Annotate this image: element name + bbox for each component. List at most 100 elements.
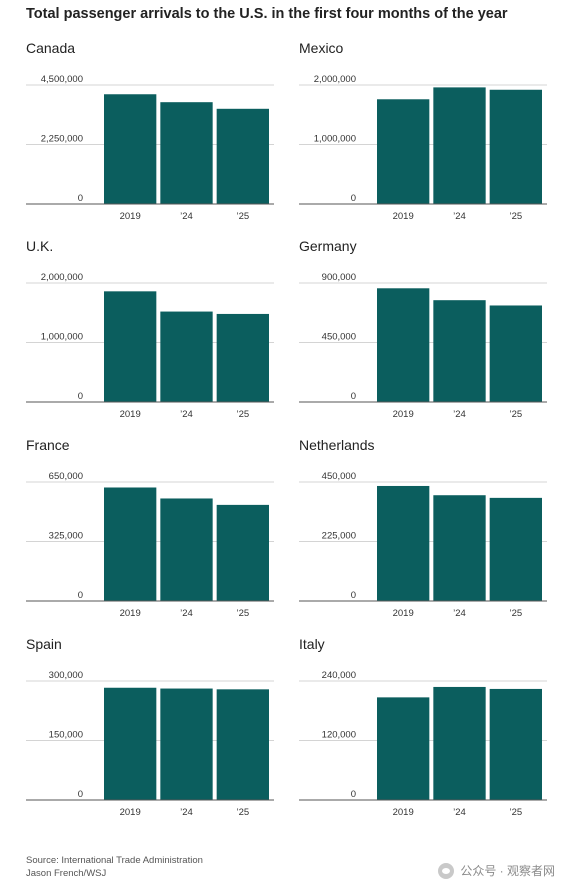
x-tick-label: ’25 — [236, 211, 249, 222]
y-tick-label: 0 — [78, 193, 83, 204]
x-tick-label: ’24 — [453, 807, 466, 818]
y-tick-label: 150,000 — [49, 730, 83, 741]
panel-italy: Italy 0 120,000 240,000 2019 ’24 ’25 — [299, 636, 559, 834]
panel-germany: Germany 0 450,000 900,000 2019 ’24 ’25 — [299, 238, 559, 436]
bar — [489, 305, 542, 402]
y-tick-label: 0 — [78, 789, 83, 800]
y-tick-label: 225,000 — [322, 531, 356, 542]
panel-netherlands: Netherlands 0 225,000 450,000 2019 ’24 ’25 — [299, 437, 559, 635]
y-tick-label: 300,000 — [49, 670, 83, 681]
bar-chart: 0 1,000,000 2,000,000 2019 ’24 ’25 — [299, 74, 547, 222]
bar — [216, 108, 269, 204]
panel-title: Spain — [26, 636, 62, 652]
y-tick-label: 0 — [78, 391, 83, 402]
panel-uk: U.K. 0 1,000,000 2,000,000 2019 ’24 ’25 — [26, 238, 286, 436]
y-tick-label: 240,000 — [322, 670, 356, 681]
bar — [104, 94, 157, 204]
x-tick-label: ’24 — [180, 211, 193, 222]
y-tick-label: 2,000,000 — [314, 74, 356, 85]
bar — [377, 99, 430, 204]
bar — [489, 89, 542, 204]
x-tick-label: 2019 — [120, 807, 141, 818]
x-tick-label: ’24 — [180, 807, 193, 818]
bar — [160, 311, 213, 402]
bar-chart: 0 450,000 900,000 2019 ’24 ’25 — [299, 272, 547, 420]
y-tick-label: 0 — [351, 391, 356, 402]
x-tick-label: ’25 — [509, 409, 522, 420]
wechat-icon — [438, 862, 455, 879]
y-tick-label: 4,500,000 — [41, 74, 83, 85]
bar — [216, 504, 269, 601]
bar — [489, 497, 542, 601]
panel-title: Germany — [299, 238, 357, 254]
bar — [377, 485, 430, 601]
x-tick-label: 2019 — [120, 608, 141, 619]
x-tick-label: ’25 — [236, 807, 249, 818]
y-tick-label: 650,000 — [49, 471, 83, 482]
x-tick-label: ’24 — [180, 608, 193, 619]
x-tick-label: 2019 — [393, 608, 414, 619]
panel-title: U.K. — [26, 238, 54, 254]
x-tick-label: 2019 — [393, 409, 414, 420]
bar — [433, 495, 486, 601]
bar — [377, 288, 430, 402]
bar — [160, 102, 213, 204]
bar — [216, 313, 269, 402]
x-tick-label: 2019 — [393, 211, 414, 222]
y-tick-label: 0 — [351, 193, 356, 204]
watermark: 公众号 · 观察者网 — [438, 862, 555, 879]
x-tick-label: ’25 — [236, 409, 249, 420]
bar — [433, 686, 486, 800]
bar — [433, 87, 486, 204]
x-tick-label: ’24 — [453, 409, 466, 420]
bar — [216, 689, 269, 800]
y-tick-label: 2,000,000 — [41, 272, 83, 283]
panel-canada: Canada 0 2,250,000 4,500,000 2019 ’24 ’25 — [26, 40, 286, 238]
panel-spain: Spain 0 150,000 300,000 2019 ’24 ’25 — [26, 636, 286, 834]
x-tick-label: ’24 — [180, 409, 193, 420]
y-tick-label: 1,000,000 — [314, 134, 356, 145]
y-tick-label: 0 — [351, 789, 356, 800]
y-tick-label: 120,000 — [322, 730, 356, 741]
x-tick-label: 2019 — [120, 211, 141, 222]
y-tick-label: 1,000,000 — [41, 332, 83, 343]
panel-title: Italy — [299, 636, 325, 652]
y-tick-label: 900,000 — [322, 272, 356, 283]
x-tick-label: ’25 — [236, 608, 249, 619]
x-tick-label: ’25 — [509, 211, 522, 222]
bar — [160, 498, 213, 601]
bar-chart: 0 225,000 450,000 2019 ’24 ’25 — [299, 471, 547, 619]
panel-france: France 0 325,000 650,000 2019 ’24 ’25 — [26, 437, 286, 635]
x-tick-label: 2019 — [393, 807, 414, 818]
x-tick-label: 2019 — [120, 409, 141, 420]
bar-chart: 0 1,000,000 2,000,000 2019 ’24 ’25 — [26, 272, 274, 420]
bar-chart: 0 325,000 650,000 2019 ’24 ’25 — [26, 471, 274, 619]
y-tick-label: 450,000 — [322, 332, 356, 343]
bar — [104, 487, 157, 601]
bar — [489, 688, 542, 800]
bar-chart: 0 2,250,000 4,500,000 2019 ’24 ’25 — [26, 74, 274, 222]
bar — [104, 687, 157, 800]
panel-title: Mexico — [299, 40, 344, 56]
source-note: Source: International Trade Administrati… — [26, 855, 203, 866]
x-tick-label: ’24 — [453, 211, 466, 222]
x-tick-label: ’25 — [509, 807, 522, 818]
x-tick-label: ’24 — [453, 608, 466, 619]
x-tick-label: ’25 — [509, 608, 522, 619]
credit-note: Jason French/WSJ — [26, 868, 107, 879]
y-tick-label: 450,000 — [322, 471, 356, 482]
panel-title: Canada — [26, 40, 76, 56]
chart-title: Total passenger arrivals to the U.S. in … — [26, 6, 508, 22]
y-tick-label: 0 — [351, 590, 356, 601]
y-tick-label: 0 — [78, 590, 83, 601]
bar — [160, 688, 213, 800]
bar — [104, 291, 157, 402]
panel-title: Netherlands — [299, 437, 375, 453]
bar — [377, 697, 430, 800]
panel-mexico: Mexico 0 1,000,000 2,000,000 2019 ’24 ’25 — [299, 40, 559, 238]
y-tick-label: 325,000 — [49, 531, 83, 542]
footer: Source: International Trade Administrati… — [26, 854, 203, 880]
panel-title: France — [26, 437, 70, 453]
bar — [433, 300, 486, 402]
watermark-text: 公众号 · 观察者网 — [460, 864, 555, 878]
